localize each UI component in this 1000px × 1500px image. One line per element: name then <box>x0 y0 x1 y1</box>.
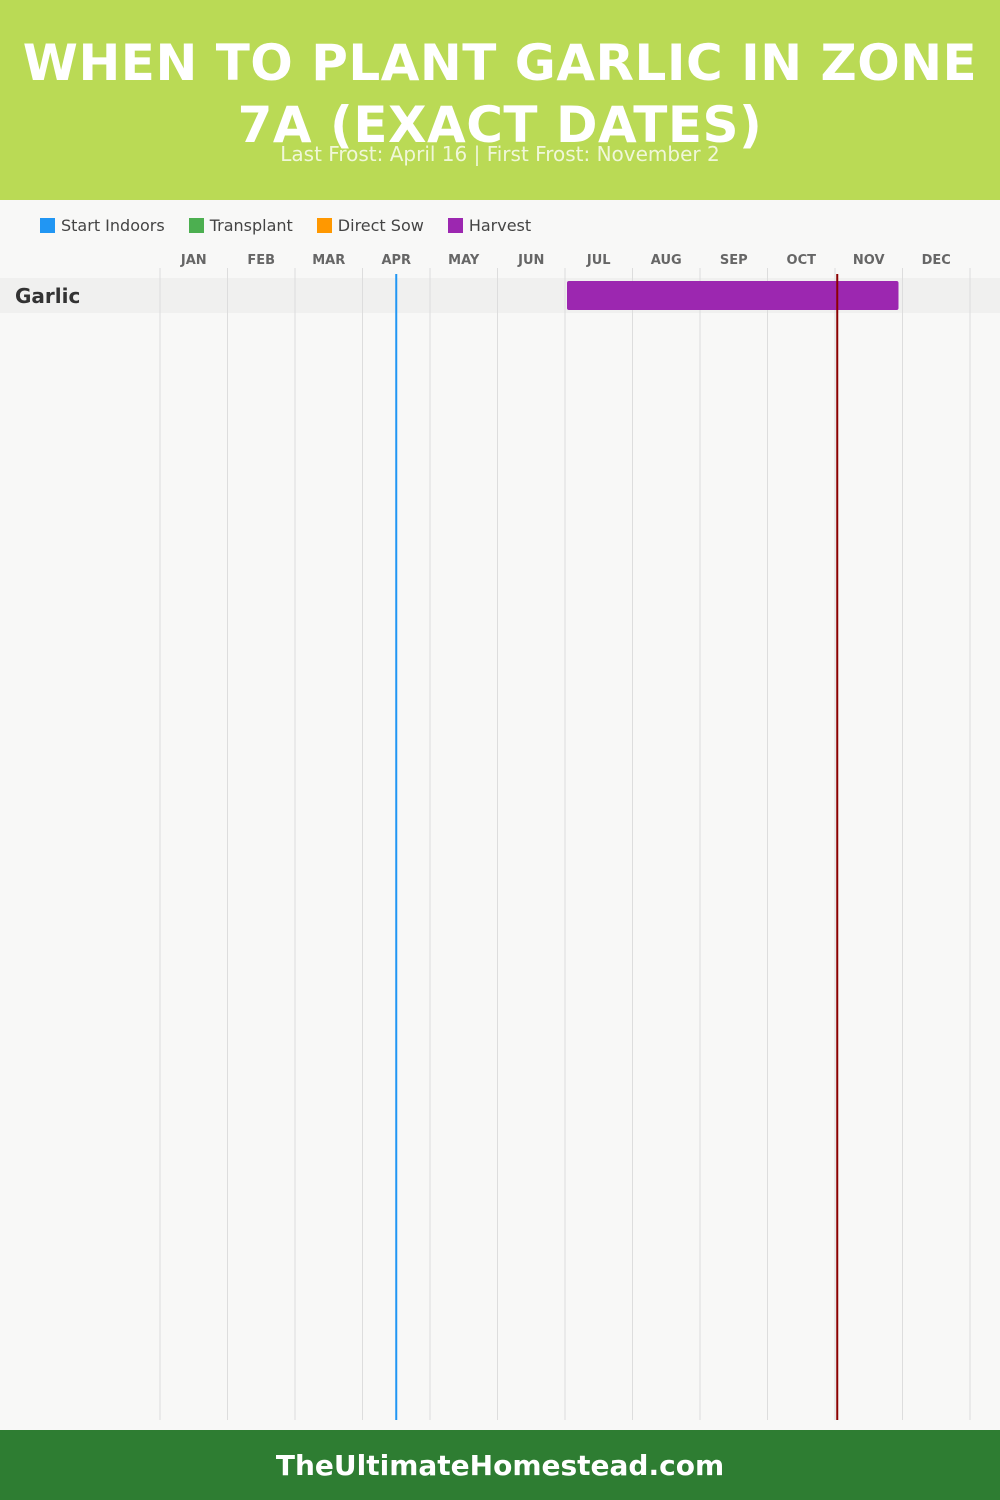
legend-item-harvest: Harvest <box>447 215 532 235</box>
legend-label: Direct Sow <box>337 215 424 235</box>
legend-swatch <box>40 217 55 233</box>
planting-calendar-chart: JAN FEB MAR APR MAY JUN JUL AUG SEP OCT NOV DEC Garl… <box>0 253 1000 1420</box>
legend-swatch <box>447 217 463 233</box>
month-label-feb: FEB <box>247 253 275 268</box>
site-url[interactable]: TheUltimateHomestead.com <box>275 1448 725 1482</box>
month-label-nov: NOV <box>853 253 885 268</box>
month-label-jul: JUL <box>586 253 611 268</box>
month-label-jun: JUN <box>517 253 544 268</box>
legend-swatch <box>188 217 204 233</box>
month-label-may: MAY <box>448 253 480 268</box>
month-label-jan: JAN <box>180 253 207 268</box>
legend-item-start-indoors: Start Indoors <box>40 216 165 235</box>
legend-label: Transplant <box>209 215 293 235</box>
month-label-dec: DEC <box>922 253 951 268</box>
frost-dates-subtitle: Last Frost: April 16 | First Frost: Nove… <box>280 142 720 166</box>
footer-banner: TheUltimateHomestead.com <box>0 1430 1000 1500</box>
bar-harvest <box>567 281 899 310</box>
month-label-apr: APR <box>381 253 411 268</box>
month-label-oct: OCT <box>787 253 817 268</box>
legend-swatch <box>316 217 332 233</box>
page-title: WHEN TO PLANT GARLIC IN ZONE 7A (EXACT D… <box>22 34 978 154</box>
month-label-mar: MAR <box>312 253 345 268</box>
month-label-aug: AUG <box>651 253 682 268</box>
legend-label: Harvest <box>468 215 532 235</box>
row-label-garlic: Garlic <box>15 284 80 308</box>
legend-item-direct-sow: Direct Sow <box>316 215 424 235</box>
month-label-sep: SEP <box>720 253 748 268</box>
legend: Start Indoors Transplant Direct Sow Harv… <box>40 214 555 236</box>
legend-label: Start Indoors <box>61 215 165 235</box>
header-banner: WHEN TO PLANT GARLIC IN ZONE 7A (EXACT D… <box>0 0 1000 200</box>
legend-item-transplant: Transplant <box>188 215 293 235</box>
